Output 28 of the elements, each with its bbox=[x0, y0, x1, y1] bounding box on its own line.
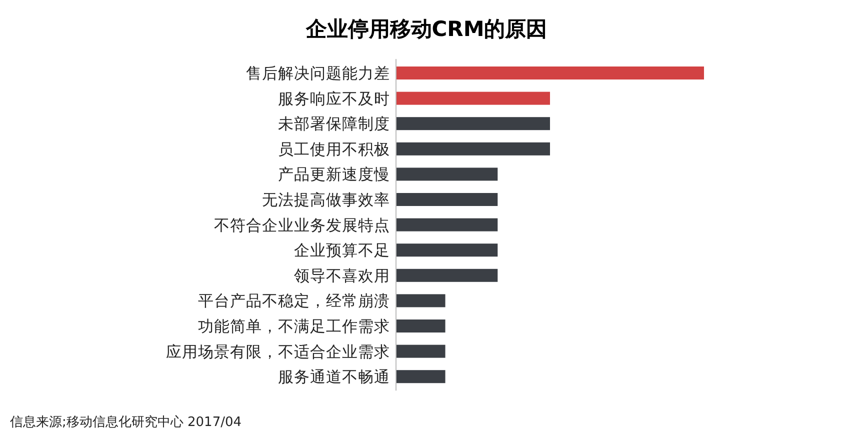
bar bbox=[396, 142, 550, 156]
bar bbox=[396, 320, 446, 332]
y-tick-label: 无法提高做事效率 bbox=[262, 191, 390, 209]
y-tick-label: 员工使用不积极 bbox=[278, 140, 390, 158]
text: 信息来源;移动信息化研究中心 2017/04 bbox=[10, 414, 242, 430]
bar bbox=[396, 344, 446, 358]
y-tick-label: 领导不喜欢用 bbox=[294, 266, 390, 285]
bar bbox=[396, 117, 550, 130]
bar bbox=[396, 66, 704, 80]
bar bbox=[396, 268, 498, 282]
y-tick-label: 售后解决问题能力差 bbox=[246, 64, 390, 82]
y-tick-label: 产品更新速度慢 bbox=[278, 166, 390, 184]
y-tick-label: 应用场景有限，不适合企业需求 bbox=[166, 342, 390, 361]
bar bbox=[396, 193, 498, 206]
y-tick-label: 未部署保障制度 bbox=[278, 115, 390, 134]
bar bbox=[396, 218, 498, 232]
y-tick-label: 服务响应不及时 bbox=[278, 90, 390, 108]
bar bbox=[396, 92, 550, 105]
y-tick-label: 服务通道不畅通 bbox=[278, 368, 390, 386]
bar bbox=[396, 370, 446, 384]
y-tick-label: 功能简单，不满足工作需求 bbox=[198, 318, 390, 336]
y-tick-label: 平台产品不稳定，经常崩溃 bbox=[198, 292, 390, 310]
y-tick-label: 不符合企业业务发展特点 bbox=[214, 216, 390, 234]
chart-title: 企业停用移动CRM的原因 bbox=[304, 17, 548, 41]
y-tick-label: 企业预算不足 bbox=[294, 242, 390, 260]
bar bbox=[396, 244, 498, 257]
bar bbox=[396, 294, 446, 308]
bar bbox=[396, 168, 498, 181]
